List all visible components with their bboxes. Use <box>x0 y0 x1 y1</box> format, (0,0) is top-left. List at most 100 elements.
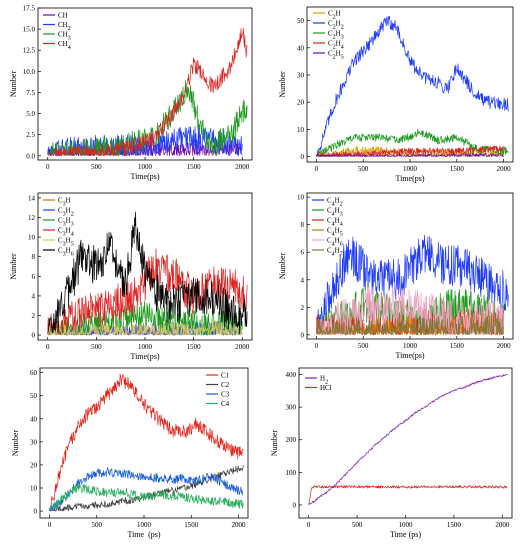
y-tick-label: 4 <box>301 276 305 284</box>
y-tick-label: 2.5 <box>26 131 35 139</box>
legend-entry: C3H3 <box>58 217 74 228</box>
y-tick-label: 20 <box>30 461 38 469</box>
x-tick-label: 1000 <box>403 342 418 350</box>
x-tick-label: 500 <box>358 165 369 173</box>
series-line <box>49 467 244 512</box>
plot-area <box>316 15 509 157</box>
legend-entry: CH <box>58 12 68 20</box>
y-tick-label: 300 <box>286 404 297 412</box>
y-tick-label: 2 <box>32 312 36 320</box>
legend-entry: C2H4 <box>328 40 344 51</box>
chart-panel-d: 0 500 1000 1500 2000 0 2 4 6 8 10 Time(ps) Number C4H… <box>278 192 514 360</box>
y-tick-label: 7.5 <box>26 89 35 97</box>
x-axis-label: Time(ps) <box>395 351 424 360</box>
legend-entry: C3H4 <box>58 227 74 238</box>
y-axis-label: Number <box>278 253 287 280</box>
series-line <box>47 320 243 336</box>
legend-entry: CH2 <box>58 21 71 32</box>
series-line <box>316 314 504 336</box>
y-tick-label: 17.5 <box>23 5 36 13</box>
y-tick-label: 10 <box>30 485 38 493</box>
x-tick-label: 0 <box>307 521 311 529</box>
series-line <box>308 485 508 505</box>
y-tick-label: 10 <box>297 126 305 134</box>
x-tick-label: 500 <box>352 521 363 529</box>
x-tick-label: 500 <box>91 343 102 351</box>
y-tick-label: 20 <box>297 99 305 107</box>
legend-entry: C2 <box>221 381 230 389</box>
x-tick-label: 0 <box>315 342 319 350</box>
series-line <box>308 373 508 506</box>
y-tick-label: 100 <box>286 469 297 477</box>
y-tick-label: 0 <box>34 508 38 516</box>
x-tick-label: 1500 <box>187 343 202 351</box>
series-line <box>47 211 248 335</box>
x-tick-label: 1000 <box>138 343 153 351</box>
x-tick-label: 2000 <box>232 521 247 529</box>
plot-area <box>47 211 248 336</box>
legend-entry: C1 <box>221 372 230 380</box>
legend-entry: C3H6 <box>58 247 74 258</box>
series-line <box>49 373 244 512</box>
plot-area <box>47 27 248 157</box>
y-tick-label: 12 <box>28 214 36 222</box>
y-tick-label: 6 <box>32 273 36 281</box>
legend-entry: C3H2 <box>58 207 74 218</box>
series-line <box>316 234 509 336</box>
chart-panel-a: 0 500 1000 1500 2000 0.0 2.5 5.0 7.5 10.0 12.5 15.0… <box>9 5 253 181</box>
x-axis-label: Time(ps) <box>130 352 159 361</box>
y-tick-label: 0 <box>301 331 305 339</box>
legend-entry: CH3 <box>58 31 71 42</box>
chart-panel-b: 0 500 1000 1500 2000 0 10 20 30 40 50 Time(ps) Numbe… <box>278 6 514 183</box>
y-tick-label: 2 <box>301 304 305 312</box>
x-tick-label: 500 <box>91 521 102 529</box>
legend-entry: C3H5 <box>58 237 74 248</box>
legend-entry: C2H3 <box>328 30 344 41</box>
y-tick-label: 8 <box>301 221 305 229</box>
x-tick-label: 0 <box>46 163 50 171</box>
y-tick-label: 10.0 <box>23 68 36 76</box>
series-line <box>316 128 509 157</box>
legend-entry: H2 <box>320 375 328 386</box>
legend-entry: C4H4 <box>327 217 343 228</box>
y-tick-label: 6 <box>301 249 305 257</box>
x-tick-label: 0 <box>48 521 52 529</box>
y-tick-label: 50 <box>297 17 305 25</box>
legend-entry: C4H6 <box>327 237 343 248</box>
y-tick-label: 30 <box>30 438 38 446</box>
x-tick-label: 500 <box>358 342 369 350</box>
y-tick-label: 14 <box>28 194 36 202</box>
y-tick-label: 400 <box>286 371 297 379</box>
series-line <box>47 27 248 157</box>
x-axis-label: Time(ps) <box>130 172 159 181</box>
y-tick-label: 10 <box>297 194 305 202</box>
x-axis-label: Time(ps) <box>395 174 424 183</box>
y-tick-label: 0 <box>293 501 297 509</box>
legend-entry: HCl <box>320 384 332 392</box>
legend-entry: C2H2 <box>328 20 344 31</box>
x-tick-label: 500 <box>91 163 102 171</box>
y-tick-label: 200 <box>286 436 297 444</box>
x-tick-label: 2000 <box>235 163 250 171</box>
y-axis-label: Number <box>11 430 20 457</box>
x-tick-label: 1500 <box>450 165 465 173</box>
x-tick-label: 1000 <box>138 163 153 171</box>
y-tick-label: 40 <box>297 44 305 52</box>
y-tick-label: 8 <box>32 253 36 261</box>
series-line <box>49 483 244 512</box>
x-tick-label: 2000 <box>235 343 250 351</box>
legend-entry: C3 <box>221 391 230 399</box>
chart-panel-f: 0 500 1000 1500 2000 0 100 200 300 400 Time (ps) Nu… <box>270 367 513 539</box>
legend-entry: C4 <box>221 400 230 408</box>
chart-panel-e: 0 500 1000 1500 2000 0 10 20 30 40 50 60 Time (ps) Nu… <box>11 367 249 539</box>
legend-entry: C3H <box>58 197 71 208</box>
legend-entry: CH4 <box>58 40 71 51</box>
y-tick-label: 30 <box>297 71 305 79</box>
x-tick-label: 2000 <box>495 521 510 529</box>
